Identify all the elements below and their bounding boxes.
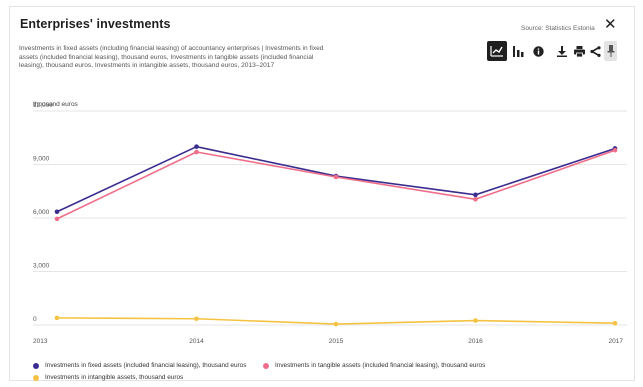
share-icon: [589, 45, 601, 57]
legend-item-tangible[interactable]: Investments in tangible assets (included…: [263, 362, 485, 369]
series-line-1: [56, 149, 616, 220]
share-button[interactable]: [588, 41, 602, 61]
line-chart-button[interactable]: [487, 41, 507, 61]
x-tick-label: 2017: [609, 338, 624, 345]
y-tick-label: 0: [33, 316, 37, 323]
print-button[interactable]: [572, 41, 586, 61]
y-tick-label: 6,000: [33, 209, 50, 216]
legend-swatch-fixed: [33, 362, 39, 369]
data-point: [473, 196, 478, 202]
y-tick-label: 9,000: [33, 156, 50, 163]
bar-chart-icon: [513, 45, 524, 57]
pin-button[interactable]: [604, 41, 617, 61]
y-tick-label: 12,000: [33, 102, 53, 109]
chart-toolbar: [487, 41, 627, 63]
data-point: [54, 216, 60, 222]
x-tick-label: 2013: [33, 338, 48, 345]
x-tick-label: 2015: [329, 338, 344, 345]
data-point: [612, 147, 618, 153]
info-button[interactable]: [530, 41, 546, 61]
x-tick-label: 2016: [468, 338, 483, 345]
legend-swatch-tangible: [263, 362, 269, 369]
data-point: [473, 192, 478, 198]
data-point: [54, 209, 60, 215]
download-button[interactable]: [555, 41, 569, 61]
chart-description: Investments in fixed assets (including f…: [19, 45, 324, 70]
close-button[interactable]: ✕: [604, 16, 617, 33]
data-point: [333, 321, 339, 327]
data-point: [194, 149, 199, 155]
line-chart-icon: [490, 46, 503, 57]
legend-label-intangible: Investments in intangible assets, thousa…: [45, 374, 184, 381]
legend-label-fixed: Investments in fixed assets (included fi…: [45, 362, 247, 369]
data-point: [194, 316, 199, 322]
print-icon: [573, 45, 585, 57]
legend-swatch-intangible: [33, 374, 39, 381]
download-icon: [557, 45, 567, 57]
data-point: [333, 174, 339, 180]
bar-chart-button[interactable]: [511, 41, 527, 61]
info-icon: [532, 45, 544, 57]
page-title: Enterprises' investments: [20, 17, 171, 31]
x-tick-label: 2014: [189, 338, 204, 345]
legend-item-fixed[interactable]: Investments in fixed assets (included fi…: [33, 362, 246, 369]
source-note[interactable]: Source: Statistics Estonia: [521, 25, 595, 32]
pin-icon: [607, 45, 614, 57]
legend-label-tangible: Investments in tangible assets (included…: [275, 362, 486, 369]
data-point: [612, 320, 618, 326]
data-point: [54, 315, 60, 321]
data-point: [473, 318, 478, 323]
y-axis-unit-label: thousand euros: [33, 101, 78, 108]
legend-item-intangible[interactable]: Investments in intangible assets, thousa…: [33, 374, 183, 381]
data-point: [194, 144, 199, 149]
y-tick-label: 3,000: [33, 263, 50, 270]
